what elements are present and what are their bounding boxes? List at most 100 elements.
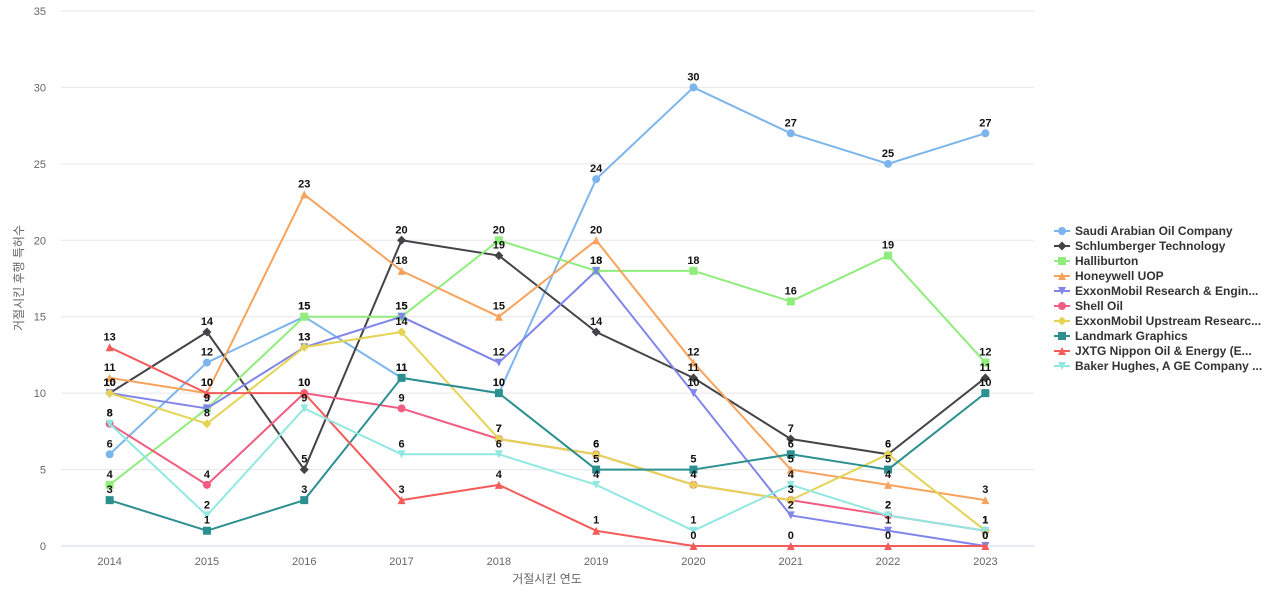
data-label: 15 [298,301,310,313]
data-point [202,480,211,489]
data-point [202,389,211,398]
y-tick-label: 10 [34,388,46,400]
data-label: 19 [882,240,894,252]
data-point [786,434,796,444]
data-point [981,496,990,505]
data-point [300,404,309,413]
data-point [494,480,503,489]
data-label: 1 [982,515,988,527]
legend-label: Saudi Arabian Oil Company [1075,224,1233,238]
data-label: 11 [980,362,992,374]
series-group [105,236,990,489]
data-point [980,373,990,383]
legend-label: Baker Hughes, A GE Company ... [1075,359,1262,373]
legend-label: Landmark Graphics [1075,329,1188,343]
legend-item[interactable]: Honeywell UOP [1054,269,1164,283]
legend-item[interactable]: Shell Oil [1054,299,1123,313]
data-label: 4 [107,469,114,481]
data-label: 5 [593,454,599,466]
data-point [786,129,795,138]
data-label: 18 [395,255,407,267]
legend-label: ExxonMobil Upstream Researc... [1075,314,1261,328]
data-point [981,358,990,367]
data-point [689,83,698,92]
data-label: 9 [204,392,210,404]
data-label: 20 [493,224,505,236]
series-line [108,392,987,532]
legend-item[interactable]: ExxonMobil Upstream Researc... [1054,314,1261,328]
data-point [105,480,114,489]
data-label: 18 [590,255,602,267]
series-line [108,346,987,547]
data-point [494,434,504,444]
data-point [397,450,406,459]
data-label: 3 [788,484,794,496]
data-point [494,450,503,459]
legend-label: Schlumberger Technology [1075,239,1226,253]
y-tick-label: 15 [34,312,46,324]
y-tick-label: 30 [34,82,46,94]
data-point [981,526,990,535]
series-line [108,239,987,471]
data-label: 11 [396,362,408,374]
legend-item[interactable]: Saudi Arabian Oil Company [1054,224,1233,238]
data-label: 8 [107,408,113,420]
legend-item[interactable]: Halliburton [1054,254,1138,268]
data-point [105,450,114,459]
data-point [689,266,698,275]
y-tick-label: 0 [40,541,46,553]
legend-swatch-marker [1058,257,1066,265]
x-tick-label: 2018 [487,556,511,568]
legend-label: Honeywell UOP [1075,269,1164,283]
data-point [786,450,795,459]
data-point [884,465,893,474]
data-label: 6 [496,438,502,450]
x-tick-label: 2014 [97,556,121,568]
data-point [105,419,114,428]
data-point [884,542,893,550]
data-label: 4 [885,469,892,481]
series-line [108,376,987,532]
data-point [397,312,406,321]
data-label: 6 [593,438,599,450]
data-label: 12 [687,347,699,359]
legend-swatch-marker [1058,227,1066,235]
data-label: 6 [593,438,599,450]
data-point [786,297,795,306]
data-point [592,175,601,184]
data-label: 2 [885,499,891,511]
data-label: 15 [493,301,505,313]
series-group [105,404,990,535]
legend-label: Halliburton [1075,254,1138,268]
data-label: 1 [982,515,988,527]
data-label: 13 [298,331,310,343]
data-label: 18 [590,255,602,267]
legend-item[interactable]: Baker Hughes, A GE Company ... [1054,359,1262,373]
data-label: 27 [785,117,797,129]
x-axis-title: 거절시킨 연도 [512,572,582,586]
data-point [884,511,893,520]
data-label: 10 [493,377,505,389]
data-label: 15 [395,301,407,313]
data-label: 0 [885,530,891,542]
legend-item[interactable]: JXTG Nippon Oil & Energy (E... [1054,344,1252,358]
y-tick-label: 35 [34,6,46,18]
data-label: 8 [107,408,113,420]
data-label: 3 [788,484,794,496]
y-tick-label: 5 [40,465,46,477]
legend-item[interactable]: Schlumberger Technology [1054,239,1226,253]
data-point [105,388,115,398]
data-point [592,465,601,474]
data-point [300,496,309,505]
data-label: 0 [788,530,794,542]
data-point [397,404,406,413]
legend-item[interactable]: ExxonMobil Research & Engin... [1054,284,1258,298]
legend-item[interactable]: Landmark Graphics [1054,329,1188,343]
data-label: 15 [298,301,310,313]
data-label: 12 [201,347,213,359]
data-label: 11 [396,362,408,374]
series-line [108,239,987,486]
